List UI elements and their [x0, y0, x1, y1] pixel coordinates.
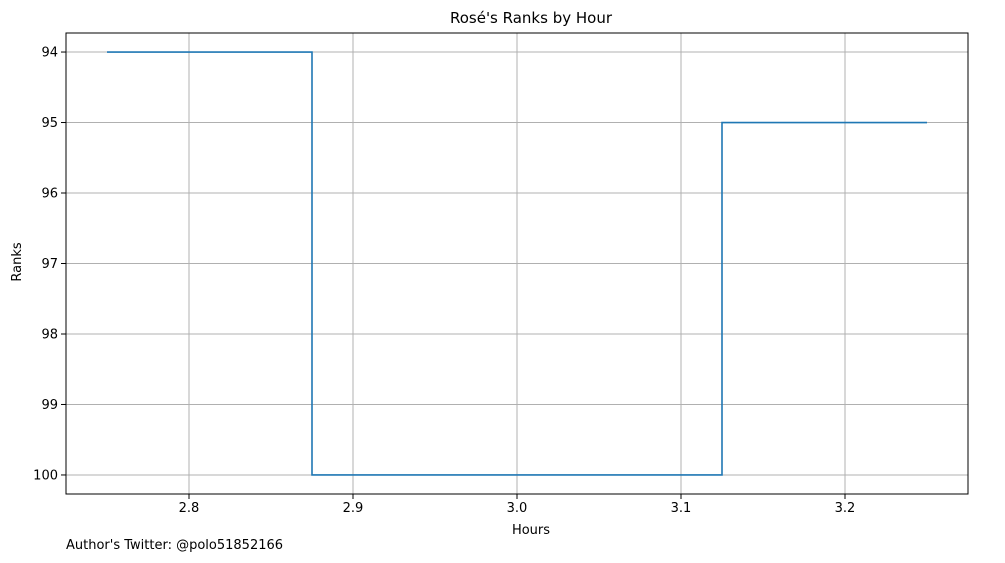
y-tick-label: 95	[41, 116, 58, 131]
y-tick-label: 99	[41, 398, 58, 413]
y-axis-ticks: 94 95 96 97 98 99 100	[33, 46, 66, 483]
y-tick-label: 97	[41, 257, 58, 272]
x-axis-ticks: 2.8 2.9 3.0 3.1 3.2	[179, 494, 856, 516]
y-tick-label: 96	[41, 187, 58, 202]
x-tick-label: 3.1	[671, 501, 692, 516]
x-tick-label: 2.8	[179, 501, 200, 516]
y-axis-label: Ranks	[10, 242, 25, 281]
x-tick-label: 3.0	[507, 501, 528, 516]
y-tick-label: 98	[41, 327, 58, 342]
series-layer	[107, 51, 927, 476]
y-tick-label: 100	[33, 468, 58, 483]
series-line	[107, 51, 927, 476]
chart-title: Rosé's Ranks by Hour	[450, 9, 613, 27]
x-tick-label: 2.9	[343, 501, 364, 516]
x-tick-label: 3.2	[835, 501, 856, 516]
y-tick-label: 94	[41, 46, 58, 61]
author-twitter-note: Author's Twitter: @polo51852166	[66, 538, 284, 553]
x-axis-label: Hours	[512, 523, 550, 538]
